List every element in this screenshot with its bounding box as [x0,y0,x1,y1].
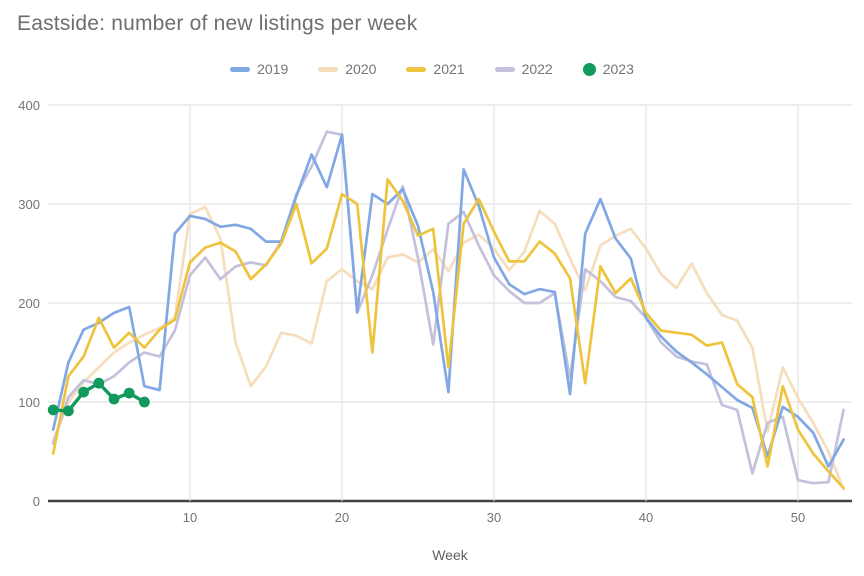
chart-title: Eastside: number of new listings per wee… [17,12,418,35]
series-point-2023 [108,393,120,405]
x-axis-title: Week [432,547,469,563]
series-point-2023 [47,404,59,416]
series-point-2023 [123,387,135,399]
chart-legend: 2019 2020 2021 2022 2023 [0,58,864,80]
series-line-2021 [51,177,845,490]
series-line-2019 [51,133,845,468]
x-tick-label: 10 [183,510,197,525]
y-tick-label: 0 [33,494,40,509]
x-tick-label: 20 [335,510,349,525]
series-point-2023 [78,386,89,398]
series-point-2023 [93,377,105,389]
legend-label-2020: 2020 [345,61,377,77]
legend-label-2019: 2019 [257,61,289,77]
x-tick-label: 30 [487,510,501,525]
y-tick-label: 200 [18,296,40,311]
series-point-2023 [63,405,74,417]
legend-swatch-2020 [318,66,339,72]
legend-swatch-2019 [230,66,251,72]
x-tick-label: 50 [791,510,805,525]
legend-item-2021: 2021 [406,61,465,77]
x-tick-label: 40 [639,510,653,525]
legend-swatch-2022 [494,66,515,72]
legend-item-2020: 2020 [318,61,376,77]
series-point-2023 [139,396,150,408]
legend-swatch-2023 [582,62,596,76]
legend-label-2023: 2023 [602,61,634,77]
series-line-2020 [51,205,845,491]
legend-item-2019: 2019 [230,61,288,77]
y-tick-label: 100 [18,395,40,410]
legend-label-2022: 2022 [521,61,553,77]
series-line-2022 [51,130,845,485]
legend-item-2023: 2023 [582,61,634,77]
legend-item-2022: 2022 [494,61,553,77]
legend-swatch-2021 [406,66,427,72]
y-tick-label: 400 [18,98,40,113]
y-tick-label: 300 [18,197,40,212]
legend-label-2021: 2021 [433,61,465,77]
